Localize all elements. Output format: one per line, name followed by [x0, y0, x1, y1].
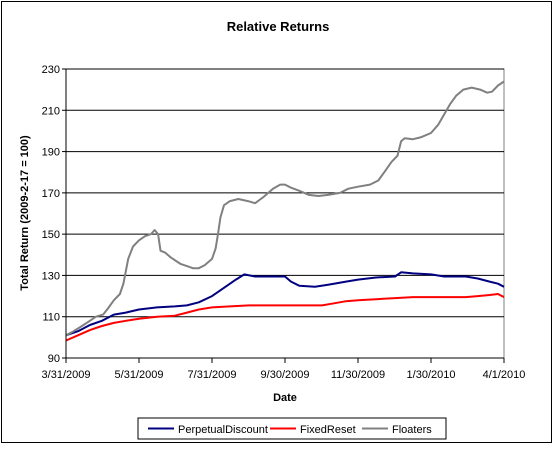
plot-area: [65, 68, 505, 359]
legend-label-perpetual-discount: PerpetualDiscount: [178, 424, 268, 436]
y-tick-label: 230: [42, 64, 60, 76]
x-tick-label: 11/30/2009: [331, 369, 385, 381]
legend: PerpetualDiscount FixedReset Floaters: [137, 417, 447, 440]
gridlines: [66, 68, 504, 318]
legend-label-fixed-reset: FixedReset: [300, 424, 356, 436]
y-tick-label: 170: [42, 188, 60, 200]
series-lines: [65, 80, 505, 342]
x-tick-label: 5/31/2009: [115, 369, 164, 381]
chart-frame: Relative Returns 90 110 130 150 170 190 210 230…: [1, 1, 552, 443]
x-tick-label: 7/31/2009: [188, 369, 237, 381]
y-tick-label: 90: [48, 353, 60, 365]
series-line-fixed-reset: [65, 293, 505, 342]
x-axis-ticks: 3/31/2009 5/31/2009 7/31/2009 9/30/2009 11/3…: [42, 358, 526, 381]
y-tick-label: 130: [42, 270, 60, 282]
y-tick-label: 150: [42, 229, 60, 241]
x-tick-label: 3/31/2009: [42, 369, 91, 381]
chart: Relative Returns 90 110 130 150 170 190 210 230…: [19, 19, 526, 440]
y-tick-label: 110: [42, 312, 60, 324]
series-line-floaters: [65, 80, 505, 337]
y-axis-label: Total Return (2009-2-17 = 100): [19, 135, 31, 291]
legend-label-floaters: Floaters: [392, 424, 432, 436]
x-tick-label: 4/1/2010: [483, 369, 526, 381]
x-axis-label: Date: [273, 392, 297, 404]
y-tick-label: 210: [42, 105, 60, 117]
series-line-perpetual-discount: [65, 271, 505, 337]
y-axis-ticks: 90 110 130 150 170 190 210 230: [42, 64, 66, 365]
x-tick-label: 1/30/2010: [407, 369, 456, 381]
x-tick-label: 9/30/2009: [261, 369, 310, 381]
chart-title: Relative Returns: [227, 19, 330, 34]
y-tick-label: 190: [42, 147, 60, 159]
